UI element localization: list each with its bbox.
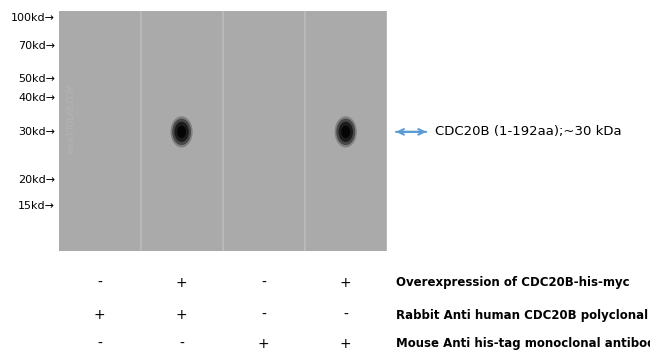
Text: +: +	[94, 308, 105, 322]
Text: www.PTGLAB.COM: www.PTGLAB.COM	[67, 83, 76, 154]
Bar	[58, 11, 387, 251]
Ellipse shape	[336, 118, 355, 145]
Ellipse shape	[170, 116, 192, 147]
Text: -: -	[261, 276, 266, 290]
Text: -: -	[97, 276, 102, 290]
Text: 20kd→: 20kd→	[18, 175, 55, 185]
Bar	[224, 11, 304, 251]
Text: 100kd→: 100kd→	[11, 13, 55, 23]
Bar	[306, 11, 386, 251]
Text: -: -	[179, 337, 184, 351]
Bar	[142, 11, 222, 251]
Ellipse shape	[341, 126, 350, 138]
Text: Rabbit Anti human CDC20B polyclonal antibody: Rabbit Anti human CDC20B polyclonal anti…	[396, 309, 650, 321]
Ellipse shape	[172, 118, 191, 145]
Ellipse shape	[177, 126, 186, 138]
Text: -: -	[97, 337, 102, 351]
Text: 50kd→: 50kd→	[18, 74, 55, 84]
Text: -: -	[261, 308, 266, 322]
Text: Mouse Anti his-tag monoclonal antibody: Mouse Anti his-tag monoclonal antibody	[396, 337, 650, 350]
Text: CDC20B (1-192aa);~30 kDa: CDC20B (1-192aa);~30 kDa	[436, 125, 622, 139]
Text: Overexpression of CDC20B-his-myc: Overexpression of CDC20B-his-myc	[396, 276, 630, 289]
Text: +: +	[176, 276, 187, 290]
Text: +: +	[340, 276, 352, 290]
Text: 70kd→: 70kd→	[18, 40, 55, 50]
Text: +: +	[258, 337, 270, 351]
Text: +: +	[176, 308, 187, 322]
Text: 30kd→: 30kd→	[18, 127, 55, 137]
Text: 15kd→: 15kd→	[18, 201, 55, 211]
Bar	[60, 11, 140, 251]
Ellipse shape	[335, 116, 357, 147]
Text: 40kd→: 40kd→	[18, 93, 55, 103]
Text: -: -	[343, 308, 348, 322]
Text: +: +	[340, 337, 352, 351]
Ellipse shape	[339, 122, 353, 142]
Ellipse shape	[174, 122, 188, 142]
